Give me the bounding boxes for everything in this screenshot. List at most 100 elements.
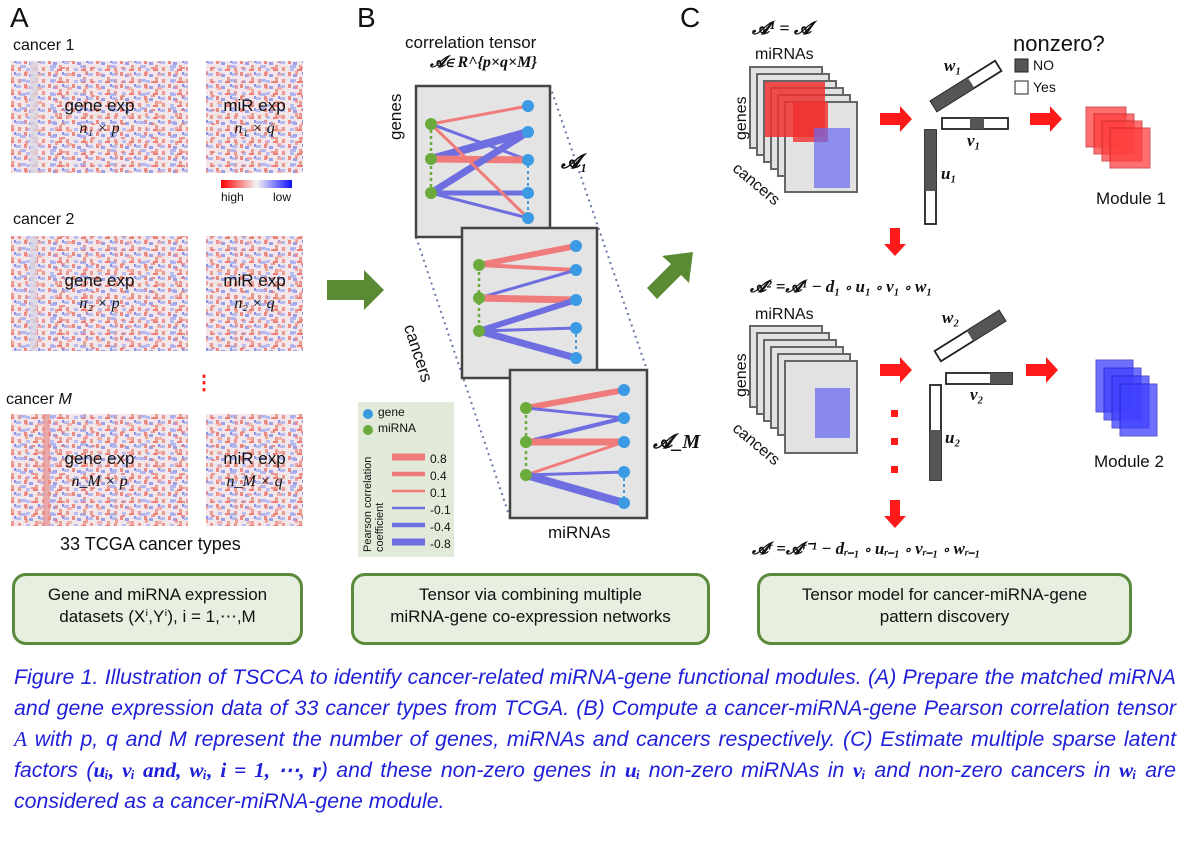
red-arrow-down-1 xyxy=(884,228,906,256)
caption-text: non-zero miRNAs in xyxy=(640,758,853,782)
legend-value: -0.4 xyxy=(430,520,451,534)
cancer-1-label: cancer 1 xyxy=(13,37,75,54)
tensor-slice-m xyxy=(508,368,649,520)
colorbar-low: low xyxy=(273,190,292,204)
mir-exp-label: miR exp xyxy=(223,271,286,290)
factor-u1 xyxy=(924,129,937,225)
genes-axis-label: genes xyxy=(386,93,405,140)
nonzero-yes-label: Yes xyxy=(1033,79,1056,95)
caption-text: and non-zero cancers in xyxy=(865,758,1119,782)
nonzero-no-swatch xyxy=(1014,58,1029,73)
gene-exp-label: gene exp xyxy=(64,96,135,115)
mir-m-text: miR exp n_M × q xyxy=(206,449,303,499)
nonzero-no-label: NO xyxy=(1033,57,1054,73)
panel-b-summary-box: Tensor via combining multiple miRNA-gene… xyxy=(351,573,710,645)
tensor-stack-2 xyxy=(749,325,858,454)
heatmap-m-text: gene exp n_M × p xyxy=(11,449,188,499)
vertical-ellipsis: ⋮ xyxy=(194,372,214,394)
box-line-1: Tensor via combining multiple xyxy=(419,585,642,604)
panel-b xyxy=(358,84,649,557)
caption-math: wᵢ xyxy=(1118,758,1137,782)
legend-value: -0.8 xyxy=(430,537,451,551)
factor-v1 xyxy=(941,117,1009,130)
red-arrow-4 xyxy=(1026,357,1058,383)
module-1-stack xyxy=(1085,106,1151,169)
gene-exp-heatmap-1 xyxy=(11,61,188,173)
ellipsis-dot xyxy=(891,410,898,417)
tensor-slice-2 xyxy=(460,226,599,380)
caption-math: uᵢ xyxy=(624,758,641,782)
nonzero-yes-swatch xyxy=(1014,80,1029,95)
red-arrow-down-2 xyxy=(884,500,906,528)
legend-value: 0.4 xyxy=(430,469,447,483)
colorbar-high: high xyxy=(221,190,244,204)
factor-w1 xyxy=(929,59,1003,113)
tensor-title-math: 𝓐∈ R^{p×q×M} xyxy=(430,54,537,71)
u2-label: u₂ xyxy=(945,428,961,447)
panel-c xyxy=(749,58,1158,528)
gene-exp-label: gene exp xyxy=(64,271,135,290)
a1-equation: 𝓐¹ = 𝓐 xyxy=(752,18,812,38)
caption-math: uᵢ, vᵢ and, wᵢ, i = 1, ⋯, r xyxy=(93,758,321,782)
gene-exp-label: gene exp xyxy=(64,449,135,468)
panel-a xyxy=(11,61,303,526)
heatmap-1-text: gene exp n₁ × p xyxy=(11,96,188,146)
legend-values: 0.8 0.4 0.1 -0.1 -0.4 -0.8 xyxy=(430,451,451,553)
gene-exp-heatmap-m xyxy=(11,414,188,526)
module-1-label: Module 1 xyxy=(1096,189,1166,208)
cancer-2-label: cancer 2 xyxy=(13,211,75,228)
tcga-footer: 33 TCGA cancer types xyxy=(60,534,241,554)
gene-exp-dim: n₁ × p xyxy=(79,120,120,137)
heatmap-2-text: gene exp n₂ × p xyxy=(11,271,188,321)
red-arrow-1 xyxy=(880,106,912,132)
caption-text: are considered as a cancer-miRNA-gene mo… xyxy=(14,758,1177,813)
tensor-title: correlation tensor xyxy=(405,33,537,52)
slice-label-m: 𝓐_M xyxy=(653,431,701,453)
mir-exp-dim: n₂ × q xyxy=(234,295,275,312)
arrow-b-to-c xyxy=(647,252,693,299)
panel-c-summary-box: Tensor model for cancer-miRNA-gene patte… xyxy=(757,573,1132,645)
mir-exp-heatmap-m xyxy=(206,414,303,526)
factor-u2 xyxy=(929,384,942,481)
tensor-slice-1 xyxy=(414,84,552,239)
slice-label-1: 𝓐₁ xyxy=(561,151,588,173)
box-line-1: Tensor model for cancer-miRNA-gene xyxy=(801,585,1088,604)
mir-exp-dim: n_M × q xyxy=(226,473,283,490)
legend-value: 0.1 xyxy=(430,486,447,500)
a2-equation: 𝓐² =𝓐¹ − d₁ ∘ u₁ ∘ v₁ ∘ w₁ xyxy=(750,277,933,296)
caption-text: with p, q and M represent the number of … xyxy=(14,727,1176,782)
gene-exp-heatmap-2 xyxy=(11,236,188,351)
w1-label: w₁ xyxy=(944,56,962,75)
gene-exp-dim: n_M × p xyxy=(71,473,128,490)
factor-v2 xyxy=(945,372,1013,385)
edge-legend xyxy=(358,402,454,557)
arrow-a-to-b xyxy=(327,270,384,310)
v2-label: v₂ xyxy=(970,385,984,404)
legend-value: -0.1 xyxy=(430,503,451,517)
mir-exp-label: miR exp xyxy=(223,96,286,115)
box-line-1: Gene and miRNA expression xyxy=(47,585,268,604)
factor-w2 xyxy=(933,309,1007,363)
ar-equation: 𝓐ʳ =𝓐ʳ⁻¹ − dᵣ₋₁ ∘ uᵣ₋₁ ∘ vᵣ₋₁ ∘ wᵣ₋₁ xyxy=(752,539,981,558)
colorbar xyxy=(221,180,292,188)
mir-exp-label: miR exp xyxy=(223,449,286,468)
c-genes-label-2: genes xyxy=(733,353,750,397)
red-arrow-3 xyxy=(880,357,912,383)
figure-caption: Figure 1. Illustration of TSCCA to ident… xyxy=(14,662,1176,817)
mir-exp-heatmap-1 xyxy=(206,61,303,173)
caption-math: vᵢ xyxy=(852,758,866,782)
u1-label: u₁ xyxy=(941,164,957,183)
panel-a-letter: A xyxy=(10,2,29,33)
legend-value: 0.8 xyxy=(430,452,447,466)
c-genes-label-1: genes xyxy=(733,96,750,140)
mir-exp-dim: n₁ × q xyxy=(234,120,275,137)
module-2-label: Module 2 xyxy=(1094,452,1164,471)
ellipsis-dot xyxy=(891,466,898,473)
caption-text: Figure 1. Illustration of TSCCA to ident… xyxy=(14,665,1176,720)
box-line-2: pattern discovery xyxy=(879,607,1010,626)
red-arrow-2 xyxy=(1030,106,1062,132)
legend-mirna: miRNA xyxy=(378,421,416,435)
tensor-stack-1 xyxy=(749,66,858,193)
panel-b-letter: B xyxy=(357,2,376,33)
box-line-2: miRNA-gene co-expression networks xyxy=(390,607,671,626)
